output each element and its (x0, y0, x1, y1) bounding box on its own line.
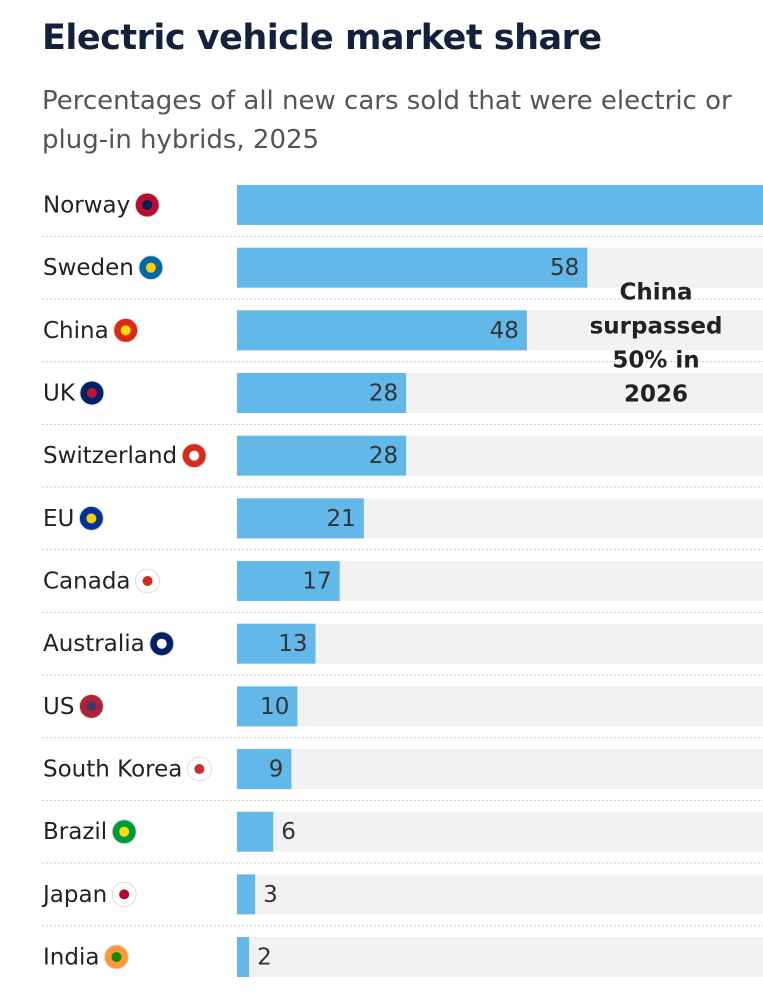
category-label: Sweden (43, 255, 134, 281)
flag-icon-detail (86, 701, 97, 712)
annotation: 50% in (612, 348, 699, 374)
value-label: 6 (281, 819, 296, 845)
value-label: 9 (269, 757, 284, 783)
chart-title: Electric vehicle market share (42, 18, 602, 58)
bar-track (237, 623, 763, 664)
annotation: 2026 (624, 382, 688, 408)
category-label: Japan (41, 882, 107, 908)
bar (237, 874, 256, 915)
annotation: China (619, 280, 692, 306)
value-label: 28 (369, 443, 398, 469)
bar (237, 623, 316, 664)
flag-icon-detail (119, 826, 130, 837)
category-label: Australia (43, 631, 145, 657)
bar (237, 811, 274, 852)
value-label: 17 (302, 569, 331, 595)
bar (237, 247, 588, 288)
bar (237, 310, 527, 351)
value-label: 3 (263, 882, 278, 908)
category-label: Canada (43, 569, 131, 595)
category-label: Norway (43, 193, 130, 219)
bar (237, 561, 340, 602)
category-label: US (43, 694, 74, 720)
chart-subtitle: Percentages of all new cars sold that we… (42, 86, 732, 155)
bar (237, 749, 292, 790)
flag-icon-detail (86, 388, 97, 399)
flag-icon-detail (142, 576, 153, 587)
flag-icon-detail (111, 952, 122, 963)
flag-icon-detail (194, 764, 205, 775)
category-label: EU (43, 506, 74, 532)
flag-icon-detail (119, 889, 130, 900)
value-label: 48 (490, 318, 519, 344)
bar-track (237, 937, 763, 978)
flag-icon-detail (86, 513, 97, 524)
bar (237, 435, 407, 476)
bar (237, 185, 763, 225)
bar-track (237, 749, 763, 790)
value-label: 13 (278, 631, 307, 657)
flag-icon-detail (145, 262, 156, 273)
bar-track (237, 811, 763, 852)
bar-track (237, 874, 763, 915)
value-label: 28 (369, 381, 398, 407)
bar (237, 498, 364, 539)
value-label: 10 (260, 694, 289, 720)
bar (237, 373, 407, 414)
value-label: 21 (327, 506, 356, 532)
category-label: China (43, 318, 109, 344)
value-label: 58 (550, 255, 579, 281)
category-label: Brazil (43, 819, 107, 845)
annotation: surpassed (590, 314, 723, 340)
value-label: 2 (257, 945, 272, 971)
flag-icon-detail (156, 638, 167, 649)
bar (237, 686, 298, 727)
bar (237, 937, 250, 978)
flag-icon-detail (120, 325, 131, 336)
flag-icon-detail (142, 200, 153, 210)
category-label: UK (43, 381, 76, 407)
category-label: India (43, 945, 99, 971)
bar-track (237, 686, 763, 727)
flag-icon-detail (189, 450, 200, 461)
category-label: Switzerland (43, 443, 177, 469)
category-label: South Korea (43, 757, 182, 783)
